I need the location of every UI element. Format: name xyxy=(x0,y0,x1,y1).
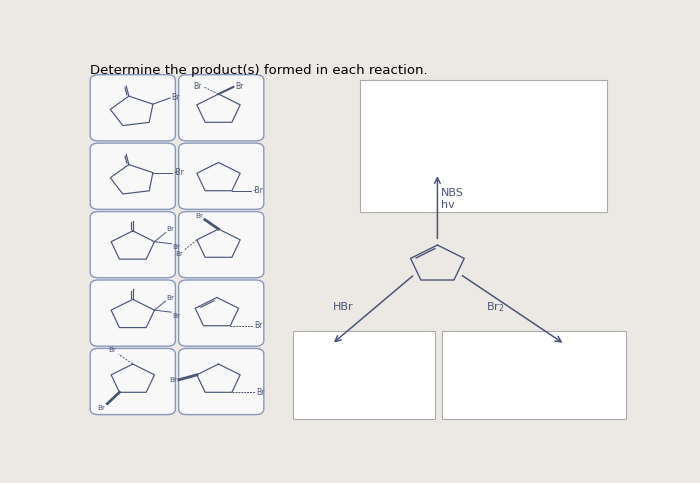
Text: Br: Br xyxy=(172,244,180,250)
FancyBboxPatch shape xyxy=(293,331,435,419)
Text: Br: Br xyxy=(166,227,174,232)
Text: Br: Br xyxy=(169,377,177,383)
Text: Br: Br xyxy=(194,83,202,91)
Text: HBr: HBr xyxy=(332,302,354,312)
Text: NBS
hv: NBS hv xyxy=(441,188,464,211)
FancyBboxPatch shape xyxy=(90,212,176,278)
FancyBboxPatch shape xyxy=(178,280,264,346)
Text: Determine the product(s) formed in each reaction.: Determine the product(s) formed in each … xyxy=(90,64,428,76)
Text: -Br: -Br xyxy=(253,186,263,195)
Text: Br: Br xyxy=(172,93,180,102)
Text: Br: Br xyxy=(195,213,203,218)
FancyBboxPatch shape xyxy=(442,331,626,419)
Text: Br: Br xyxy=(172,313,180,318)
Text: Br: Br xyxy=(166,295,174,301)
Text: Br: Br xyxy=(254,321,262,330)
FancyBboxPatch shape xyxy=(90,348,176,414)
FancyBboxPatch shape xyxy=(178,348,264,414)
FancyBboxPatch shape xyxy=(178,212,264,278)
FancyBboxPatch shape xyxy=(90,143,176,209)
FancyBboxPatch shape xyxy=(90,280,176,346)
Text: Br: Br xyxy=(175,251,183,257)
FancyBboxPatch shape xyxy=(178,75,264,141)
FancyBboxPatch shape xyxy=(90,75,176,141)
Text: Br: Br xyxy=(108,347,117,354)
Text: Br: Br xyxy=(235,83,244,91)
Text: -Br: -Br xyxy=(174,168,184,177)
Text: Br: Br xyxy=(256,388,264,397)
FancyBboxPatch shape xyxy=(178,143,264,209)
Text: Br$_2$: Br$_2$ xyxy=(486,300,505,314)
Text: Br: Br xyxy=(98,405,106,411)
FancyBboxPatch shape xyxy=(360,80,607,213)
